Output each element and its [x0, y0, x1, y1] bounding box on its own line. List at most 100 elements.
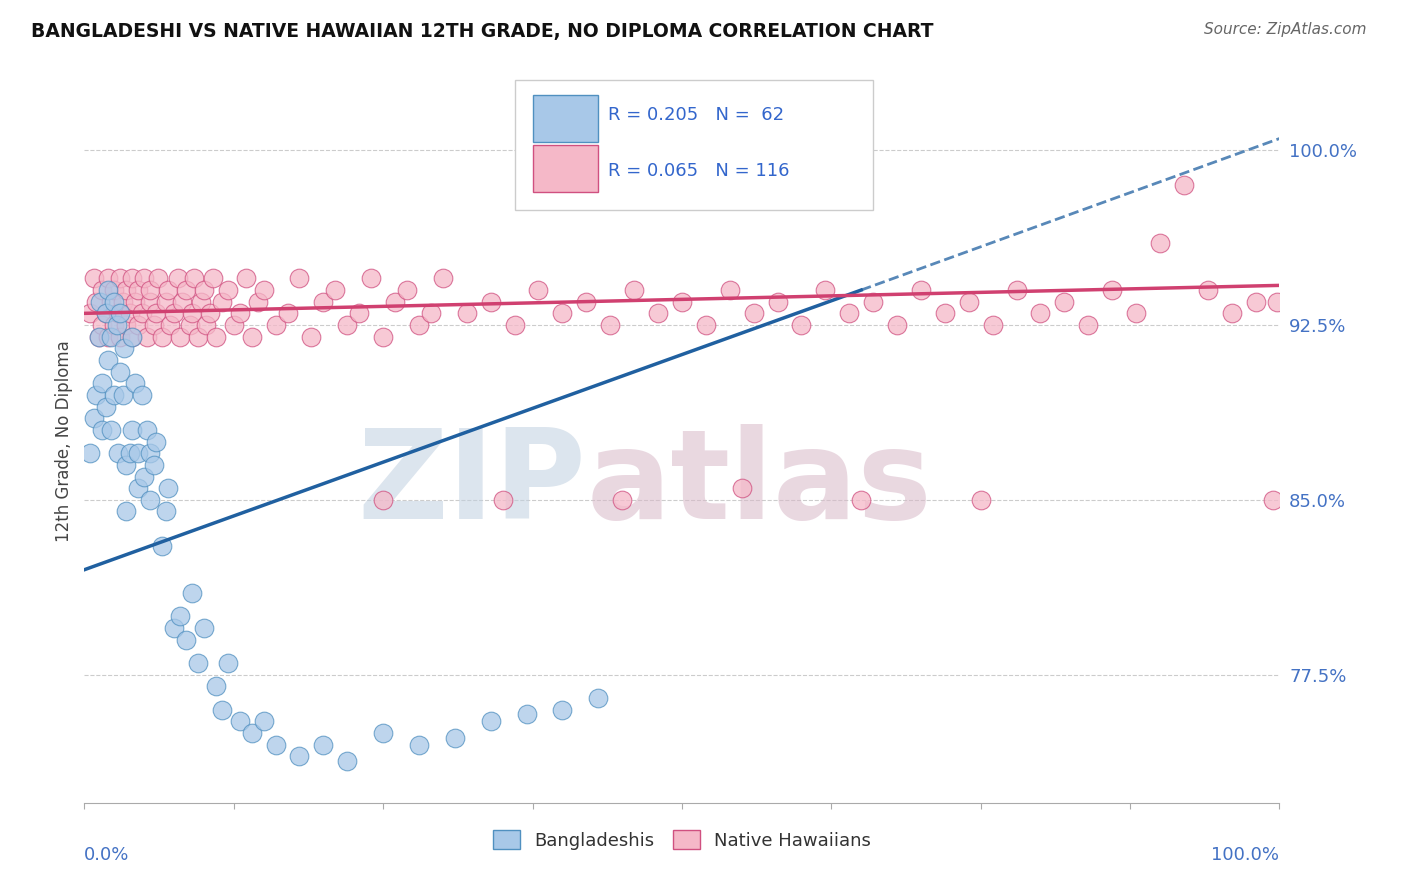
Text: ZIP: ZIP — [357, 425, 586, 545]
Point — [222, 318, 245, 332]
Point — [766, 294, 789, 309]
Point — [1244, 294, 1267, 309]
Point — [131, 306, 153, 320]
Point — [118, 446, 141, 460]
Point — [91, 318, 114, 332]
Point — [205, 679, 228, 693]
Point — [970, 492, 993, 507]
Point — [1220, 306, 1243, 320]
Point — [1197, 283, 1219, 297]
Point — [139, 446, 162, 460]
Point — [647, 306, 669, 320]
Point — [157, 283, 180, 297]
Point — [187, 329, 209, 343]
Point — [360, 271, 382, 285]
Point — [139, 492, 162, 507]
Point — [112, 341, 135, 355]
Point — [202, 271, 225, 285]
Point — [623, 283, 645, 297]
Point — [229, 714, 252, 729]
Point — [91, 283, 114, 297]
Point — [115, 318, 138, 332]
Point — [121, 329, 143, 343]
Text: atlas: atlas — [586, 425, 932, 545]
Point — [139, 283, 162, 297]
Point — [87, 329, 110, 343]
Point — [100, 329, 122, 343]
Point — [229, 306, 252, 320]
Point — [981, 318, 1004, 332]
Point — [127, 283, 149, 297]
Point — [718, 283, 741, 297]
Point — [150, 540, 173, 554]
Point — [193, 621, 215, 635]
Point — [264, 318, 287, 332]
Point — [886, 318, 908, 332]
Point — [384, 294, 406, 309]
Point — [479, 714, 502, 729]
Point — [115, 458, 138, 472]
Point — [838, 306, 860, 320]
Point — [253, 714, 276, 729]
Point — [612, 492, 634, 507]
Point — [107, 446, 129, 460]
Point — [135, 329, 157, 343]
Point — [211, 702, 233, 716]
Text: BANGLADESHI VS NATIVE HAWAIIAN 12TH GRADE, NO DIPLOMA CORRELATION CHART: BANGLADESHI VS NATIVE HAWAIIAN 12TH GRAD… — [31, 22, 934, 41]
Point — [174, 632, 197, 647]
Point — [246, 294, 269, 309]
Point — [492, 492, 515, 507]
Point — [551, 306, 574, 320]
Text: R = 0.065   N = 116: R = 0.065 N = 116 — [607, 161, 789, 179]
Point — [240, 726, 263, 740]
Point — [97, 283, 120, 297]
Point — [115, 283, 138, 297]
Point — [110, 306, 132, 320]
Point — [94, 306, 117, 320]
Point — [163, 621, 186, 635]
Point — [349, 306, 371, 320]
Point — [155, 294, 177, 309]
Point — [103, 283, 125, 297]
Point — [145, 434, 167, 449]
Point — [731, 481, 754, 495]
Point — [420, 306, 443, 320]
Text: 100.0%: 100.0% — [1212, 847, 1279, 864]
Point — [111, 388, 134, 402]
Point — [373, 329, 395, 343]
Point — [957, 294, 980, 309]
Point — [408, 738, 430, 752]
Point — [169, 329, 191, 343]
Point — [183, 271, 205, 285]
Point — [910, 283, 932, 297]
Point — [288, 271, 311, 285]
Point — [217, 656, 239, 670]
Point — [373, 726, 395, 740]
Point — [503, 318, 526, 332]
Point — [127, 446, 149, 460]
Point — [671, 294, 693, 309]
Point — [588, 690, 610, 705]
Point — [124, 294, 146, 309]
Point — [97, 329, 120, 343]
Point — [135, 423, 157, 437]
Point — [240, 329, 263, 343]
Point — [132, 469, 156, 483]
Point — [193, 283, 215, 297]
Point — [169, 609, 191, 624]
Point — [277, 306, 299, 320]
Point — [86, 388, 108, 402]
FancyBboxPatch shape — [515, 80, 873, 211]
Point — [1077, 318, 1099, 332]
Point — [211, 294, 233, 309]
Point — [1125, 306, 1147, 320]
Point — [198, 306, 221, 320]
Point — [79, 446, 101, 460]
Point — [253, 283, 276, 297]
Point — [527, 283, 550, 297]
Point — [934, 306, 956, 320]
Point — [695, 318, 717, 332]
Point — [115, 504, 138, 518]
Point — [111, 294, 134, 309]
Point — [205, 329, 228, 343]
